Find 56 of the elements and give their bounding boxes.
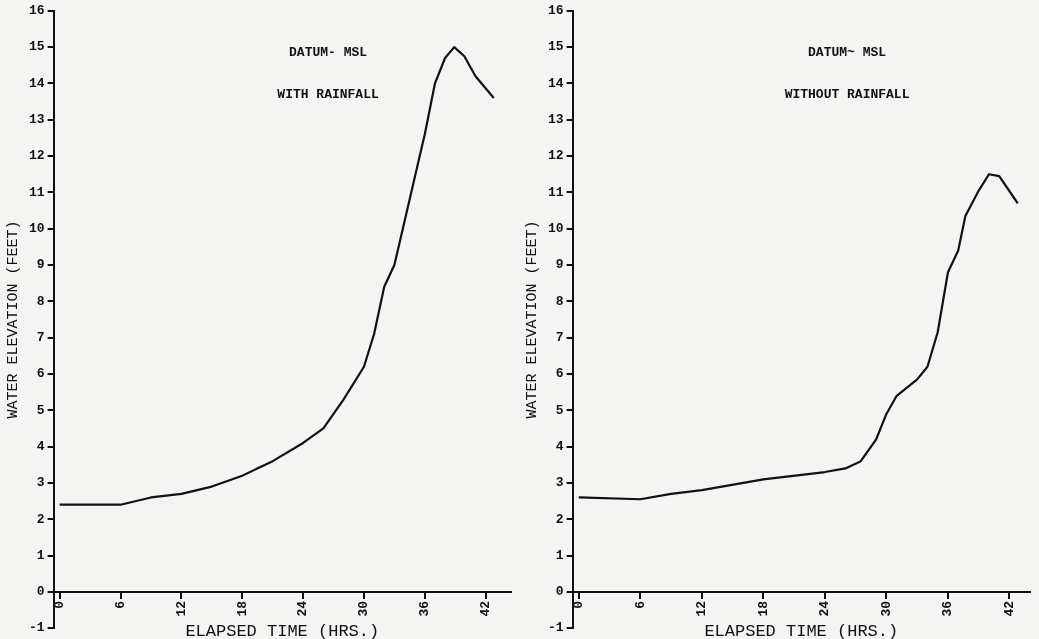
x-tick-label: 42 bbox=[477, 600, 493, 617]
x-tick-label: 30 bbox=[356, 600, 372, 617]
x-tick-label: 24 bbox=[295, 600, 311, 617]
y-tick-label: 8 bbox=[555, 293, 564, 309]
x-tick-label: 36 bbox=[417, 600, 433, 617]
y-tick-label: 3 bbox=[555, 475, 564, 491]
y-tick-label: 14 bbox=[547, 75, 564, 91]
y-tick-label: 10 bbox=[28, 220, 45, 236]
y-tick-label: 1 bbox=[555, 547, 564, 563]
y-tick-label: 9 bbox=[555, 257, 564, 273]
y-tick-label: 5 bbox=[36, 402, 45, 418]
x-axis-title: ELAPSED TIME (HRS.) bbox=[704, 622, 899, 639]
y-tick-label: 6 bbox=[36, 366, 45, 382]
annotation: WITHOUT RAINFALL bbox=[784, 86, 910, 102]
y-tick-label: -1 bbox=[28, 620, 45, 636]
y-tick-label: 4 bbox=[36, 438, 45, 454]
y-tick-label: 4 bbox=[555, 438, 564, 454]
y-axis-title: WATER ELEVATION (FEET) bbox=[523, 220, 541, 419]
x-tick-label: 12 bbox=[173, 600, 189, 617]
y-tick-label: 13 bbox=[547, 112, 564, 128]
y-tick-label: 6 bbox=[555, 366, 564, 382]
y-tick-label: 1 bbox=[36, 547, 45, 563]
y-tick-label: 5 bbox=[555, 402, 564, 418]
x-axis-title: ELAPSED TIME (HRS.) bbox=[185, 622, 380, 639]
x-tick-label: 6 bbox=[112, 600, 128, 609]
y-tick-label: 12 bbox=[28, 148, 45, 164]
y-tick-label: 9 bbox=[36, 257, 45, 273]
y-tick-label: 2 bbox=[555, 511, 564, 527]
y-tick-label: 13 bbox=[28, 112, 45, 128]
x-tick-label: 12 bbox=[694, 600, 710, 617]
x-tick-label: 6 bbox=[632, 600, 648, 609]
x-tick-label: 30 bbox=[878, 600, 894, 617]
x-tick-label: 42 bbox=[1001, 600, 1017, 617]
y-tick-label: 16 bbox=[28, 3, 45, 19]
y-tick-label: 11 bbox=[28, 184, 45, 200]
x-tick-label: 24 bbox=[817, 600, 833, 617]
y-tick-label: 7 bbox=[555, 329, 564, 345]
y-tick-label: 14 bbox=[28, 75, 45, 91]
annotation: DATUM- MSL bbox=[289, 44, 368, 60]
y-tick-label: 10 bbox=[547, 220, 564, 236]
x-tick-label: 18 bbox=[755, 600, 771, 617]
y-axis-title: WATER ELEVATION (FEET) bbox=[4, 220, 22, 419]
y-tick-label: 2 bbox=[36, 511, 45, 527]
y-tick-label: 15 bbox=[547, 39, 564, 55]
y-tick-label: 15 bbox=[28, 39, 45, 55]
annotation: WITH RAINFALL bbox=[277, 86, 379, 102]
annotation: DATUM~ MSL bbox=[808, 44, 887, 60]
y-tick-label: 16 bbox=[547, 3, 564, 19]
y-tick-label: 8 bbox=[36, 293, 45, 309]
y-tick-label: 3 bbox=[36, 475, 45, 491]
x-tick-label: 18 bbox=[234, 600, 250, 617]
y-tick-label: 11 bbox=[547, 184, 564, 200]
y-tick-label: 7 bbox=[36, 329, 45, 345]
y-tick-label: -1 bbox=[547, 620, 564, 636]
x-tick-label: 36 bbox=[940, 600, 956, 617]
y-tick-label: 12 bbox=[547, 148, 564, 164]
